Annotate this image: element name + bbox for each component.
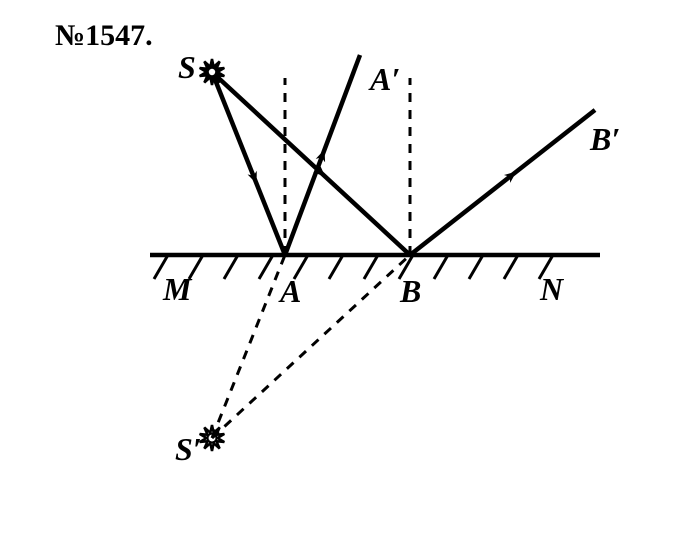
label-a: A [278, 273, 301, 309]
virtual-sprime-to-a [212, 255, 285, 438]
label-a-prime: A′ [368, 61, 400, 97]
ray-direction-arrows [254, 155, 511, 178]
label-b-prime: B′ [589, 121, 620, 157]
problem-number: №1547. [55, 19, 153, 52]
ray-b-to-bprime [410, 110, 595, 255]
virtual-sprime-to-b [212, 255, 410, 438]
label-b: B [399, 273, 421, 309]
optics-reflection-diagram: №1547. S A′ B′ M A B N S′ [0, 0, 700, 535]
label-s: S [178, 49, 196, 85]
mirror-hatching [154, 255, 553, 279]
label-m: M [162, 271, 193, 307]
ray-s-to-b [212, 72, 410, 255]
ray-s-to-a [212, 72, 285, 255]
label-n: N [539, 271, 565, 307]
label-s-prime: S′ [175, 431, 202, 467]
